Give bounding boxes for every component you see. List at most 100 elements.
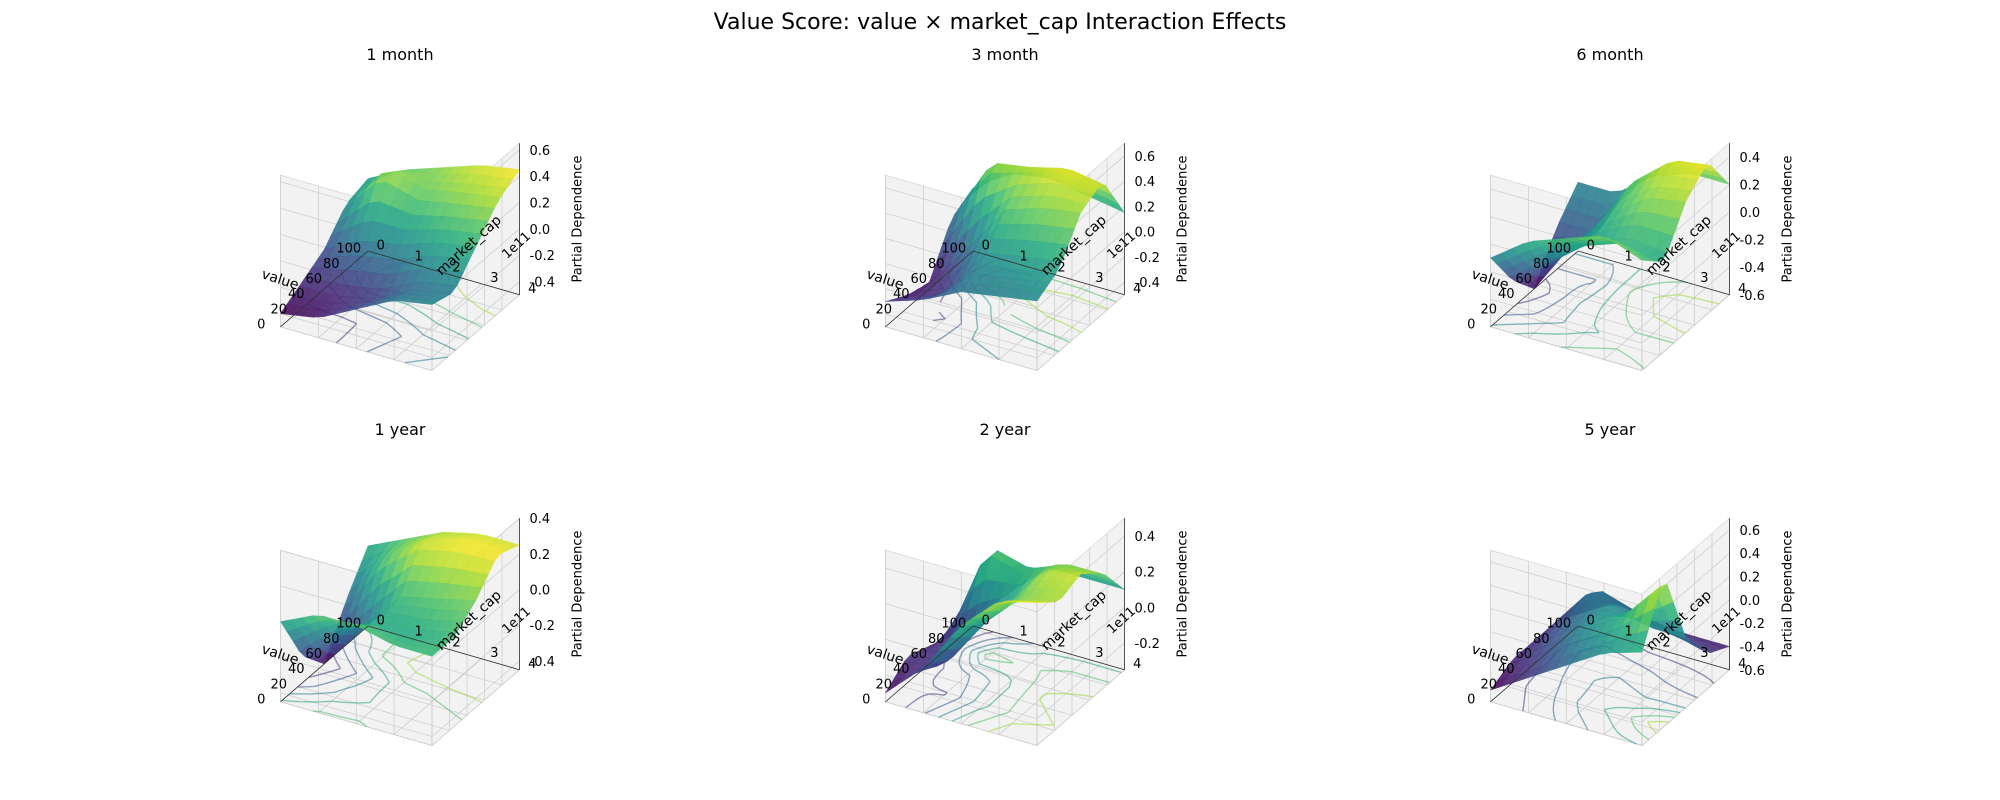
x-tick-label: 60 xyxy=(911,272,928,287)
floor-contour xyxy=(289,638,374,695)
surface-patch xyxy=(420,299,439,305)
floor-contour xyxy=(1516,278,1551,305)
floor-contour xyxy=(312,635,463,728)
x-tick-label: 20 xyxy=(876,677,893,692)
z-axis-label: Partial Dependence xyxy=(1781,530,1796,657)
z-tick-label: 0.4 xyxy=(530,170,551,185)
x-axis-line xyxy=(1490,250,1579,328)
z-axis-label: Partial Dependence xyxy=(571,530,586,657)
z-tick-label: -0.4 xyxy=(1740,640,1765,655)
y-axis-line xyxy=(367,250,520,296)
y-tick-label: 4 xyxy=(1133,282,1141,297)
x-tick-label: 80 xyxy=(1533,257,1550,272)
y-tick-label: 2 xyxy=(1662,260,1670,275)
y-tick-label: 0 xyxy=(377,238,385,253)
floor-contour xyxy=(1647,720,1670,734)
y-tick-label: 2 xyxy=(1662,635,1670,650)
floor-contour xyxy=(967,652,1110,727)
z-tick-label: 0.4 xyxy=(1135,175,1156,190)
x-tick-label: 40 xyxy=(893,287,910,302)
y-tick-label: 4 xyxy=(1133,657,1141,672)
subplot-1: 1 month020406080100value01234market_cap1… xyxy=(257,45,586,372)
y-tick-label: 4 xyxy=(1738,282,1746,297)
z-tick-label: 0.2 xyxy=(1740,179,1761,194)
grid-line xyxy=(280,281,520,358)
z-tick-label: 0.0 xyxy=(1740,594,1761,609)
y-tick-label: 0 xyxy=(982,613,990,628)
x-tick-label: 80 xyxy=(1533,632,1550,647)
floor-contour xyxy=(1603,706,1681,745)
grid-line xyxy=(317,561,407,714)
y-axis-line xyxy=(972,625,1125,671)
figure-title: Value Score: value × market_cap Interact… xyxy=(713,10,1287,35)
z-tick-label: 0.0 xyxy=(1135,601,1156,616)
grid-line xyxy=(885,571,1125,648)
floor-contour xyxy=(988,692,1094,733)
surface-patch xyxy=(1631,253,1649,261)
y-tick-label: 3 xyxy=(1700,271,1708,286)
floor-contour xyxy=(1514,268,1641,335)
z-axis-label: Partial Dependence xyxy=(1176,155,1191,282)
z-tick-label: -0.2 xyxy=(1740,617,1765,632)
grid-line xyxy=(885,642,1125,720)
subplot-title: 6 month xyxy=(1576,45,1643,64)
y-tick-label: 2 xyxy=(452,635,460,650)
z-tick-label: 0.4 xyxy=(1135,530,1156,545)
y-tick-label: 3 xyxy=(490,646,498,661)
z-axis-label: Partial Dependence xyxy=(1176,530,1191,657)
z-tick-label: -0.2 xyxy=(1740,234,1765,249)
x-tick-label: 40 xyxy=(288,662,305,677)
z-tick-label: 0.6 xyxy=(530,144,551,159)
x-tick-label: 60 xyxy=(1516,272,1533,287)
floor-contour xyxy=(281,627,390,704)
y-tick-label: 1 xyxy=(414,624,422,639)
x-tick-label: 100 xyxy=(1546,242,1571,257)
x-tick-label: 40 xyxy=(893,662,910,677)
z-tick-label: -0.4 xyxy=(1740,261,1765,276)
surface-patch xyxy=(1630,629,1649,653)
z-tick-label: 0.0 xyxy=(1135,226,1156,241)
subplot-6: 5 year020406080100value01234market_cap1e… xyxy=(1467,420,1796,747)
grid-line xyxy=(1490,266,1730,344)
subplot-title: 1 year xyxy=(375,420,426,439)
x-axis-line xyxy=(1490,625,1579,703)
y-tick-label: 0 xyxy=(1587,238,1595,253)
y-tick-label: 0 xyxy=(1587,613,1595,628)
y-tick-label: 4 xyxy=(1738,657,1746,672)
floor-contour xyxy=(1630,715,1675,741)
z-tick-label: 0.2 xyxy=(1135,200,1156,215)
z-tick-label: 0.4 xyxy=(1740,151,1761,166)
y-tick-label: 0 xyxy=(377,613,385,628)
z-tick-label: 0.2 xyxy=(530,548,551,563)
floor-contour xyxy=(951,647,1122,722)
floor-contour xyxy=(924,636,1014,714)
x-tick-label: 20 xyxy=(876,302,893,317)
x-tick-label: 60 xyxy=(306,647,323,662)
subplot-2: 3 month020406080100value01234market_cap1… xyxy=(862,45,1191,372)
z-tick-label: 0.2 xyxy=(530,197,551,212)
subplot-3: 6 month020406080100value01234market_cap1… xyxy=(1467,45,1796,372)
z-tick-label: -0.4 xyxy=(530,655,555,670)
x-tick-label: 40 xyxy=(288,287,305,302)
y-tick-label: 1 xyxy=(1019,249,1027,264)
subplot-4: 1 year020406080100value01234market_cap1e… xyxy=(257,420,586,747)
x-axis-line xyxy=(885,250,974,328)
z-tick-label: 0.6 xyxy=(1740,524,1761,539)
y-tick-label: 3 xyxy=(1095,271,1103,286)
grid-line xyxy=(1490,669,1730,746)
y-tick-label: 2 xyxy=(452,260,460,275)
surface-patch xyxy=(420,648,439,657)
y-tick-label: 3 xyxy=(1095,646,1103,661)
y-tick-label: 1 xyxy=(1624,249,1632,264)
x-tick-label: 0 xyxy=(1467,692,1475,707)
x-tick-label: 80 xyxy=(928,632,945,647)
x-tick-label: 100 xyxy=(1546,617,1571,632)
z-tick-label: 0.2 xyxy=(1135,566,1156,581)
grid-line xyxy=(885,535,1125,613)
x-tick-label: 0 xyxy=(257,317,265,332)
x-tick-label: 100 xyxy=(336,617,361,632)
y-tick-label: 2 xyxy=(1057,260,1065,275)
surface-patch xyxy=(1026,601,1044,604)
z-tick-label: -0.4 xyxy=(1135,276,1160,291)
